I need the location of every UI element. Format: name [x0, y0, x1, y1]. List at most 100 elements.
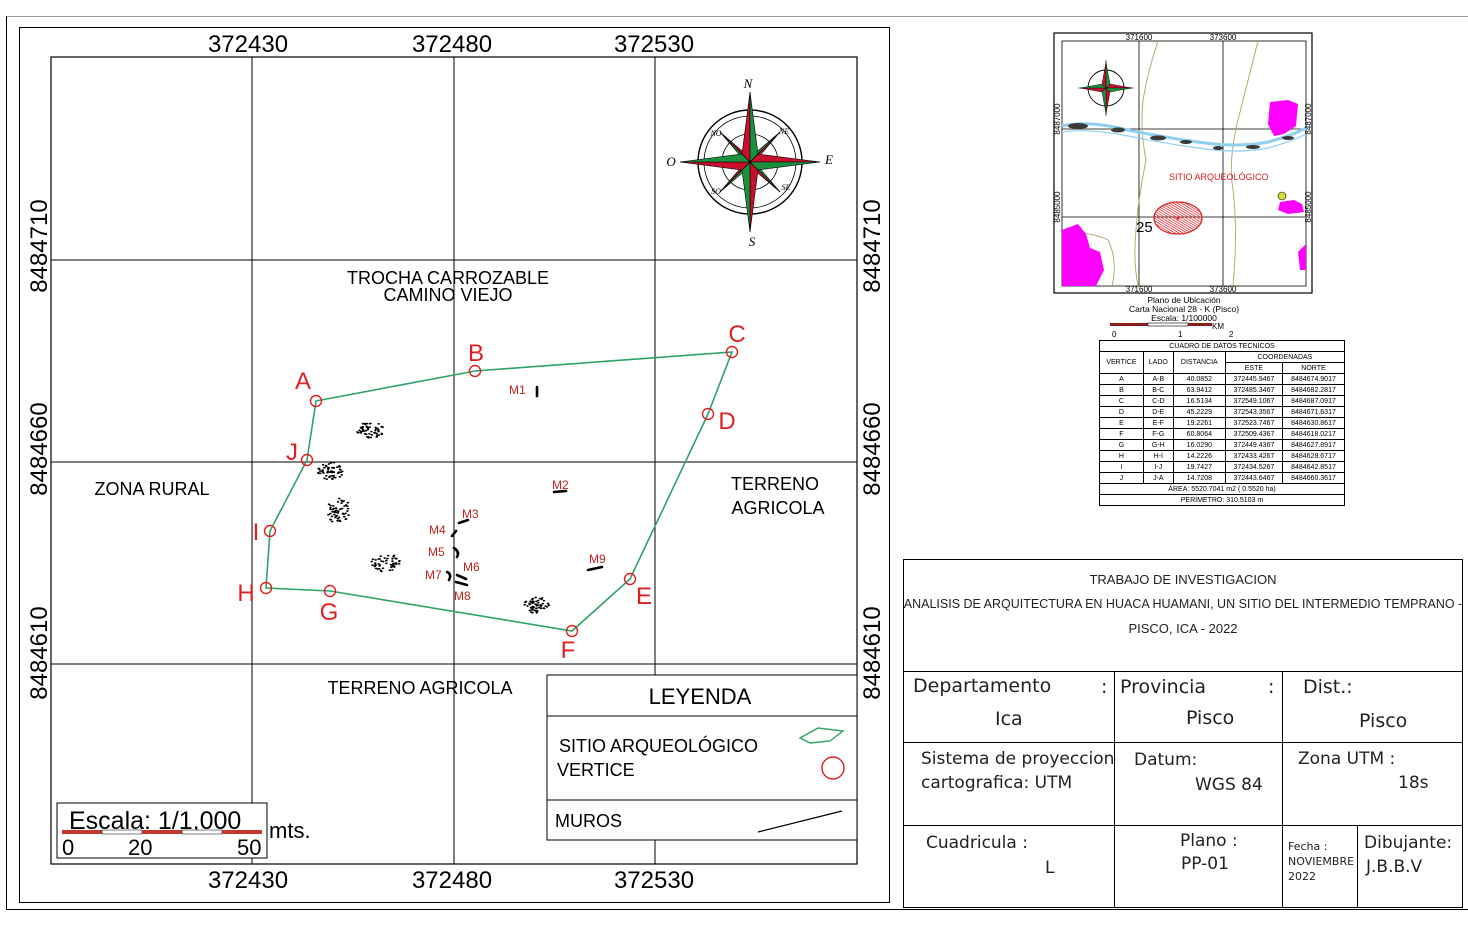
- th-norte: NORTE: [1282, 363, 1344, 374]
- tech-table-row: E E-F 19.2261 372523.7467 8484630.8617: [1100, 418, 1345, 429]
- compass-rose-icon: N S E O NE NO SE SO: [666, 76, 833, 249]
- tech-cell-lado: A-B: [1143, 374, 1173, 385]
- tech-cell-vertice: G: [1100, 440, 1144, 451]
- provincia-colon: :: [1268, 676, 1274, 698]
- tech-cell-distancia: 40.0852: [1173, 374, 1225, 385]
- tech-cell-lado: H-I: [1143, 451, 1173, 462]
- provincia-label: Provincia: [1120, 676, 1206, 698]
- dibujante-label: Dibujante:: [1364, 833, 1452, 853]
- tech-cell-lado: J-A: [1143, 473, 1173, 484]
- inset-y-label-right-1: 8487000: [1304, 103, 1313, 135]
- vertex-label-b: B: [468, 340, 484, 367]
- th-este: ESTE: [1225, 363, 1282, 374]
- fecha-year: 2022: [1288, 870, 1316, 883]
- zona-utm-label: Zona UTM :: [1298, 749, 1395, 769]
- grid-label-right-y1: 8484710: [859, 199, 886, 292]
- legend-title: LEYENDA: [649, 684, 752, 709]
- datum-label: Datum:: [1134, 750, 1197, 770]
- terreno-east-label-2: AGRICOLA: [731, 498, 824, 518]
- tech-cell-lado: E-F: [1143, 418, 1173, 429]
- vertex-label-a: A: [295, 368, 311, 395]
- vertex-label-j: J: [286, 439, 298, 466]
- tech-data-table: CUADRO DE DATOS TECNICOS VERTICE LADO DI…: [1099, 340, 1345, 506]
- stone-cluster: [370, 555, 401, 573]
- tech-cell-distancia: 45.2229: [1173, 407, 1225, 418]
- scale-tick-20: 20: [128, 835, 152, 860]
- grid-label-left-y1: 8484710: [26, 199, 53, 292]
- inset-y-label-left-2: 8485000: [1053, 191, 1062, 223]
- plano-label: Plano :: [1180, 831, 1238, 851]
- wall-label-m2: M2: [552, 478, 569, 492]
- wall-label-m8: M8: [454, 589, 471, 603]
- fecha-label: Fecha :: [1288, 840, 1327, 853]
- wall-label-m4: M4: [429, 523, 446, 537]
- tech-cell-distancia: 16.5134: [1173, 396, 1225, 407]
- compass-n: N: [743, 76, 754, 91]
- sistema-line-2: cartografica: UTM: [921, 773, 1072, 793]
- wall-m7: [447, 572, 450, 580]
- dibujante-value: J.B.B.V: [1366, 857, 1422, 877]
- stone-cluster: [523, 597, 550, 614]
- grid-label-top-x3: 372530: [614, 31, 694, 58]
- datum-value: WGS 84: [1195, 775, 1263, 795]
- inset-y-label-right-2: 8485000: [1304, 191, 1313, 223]
- departamento-label: Departamento: [913, 675, 1051, 697]
- grid-label-bottom-x2: 372480: [412, 867, 492, 894]
- provincia-value: Pisco: [1186, 707, 1234, 729]
- tech-cell-distancia: 60.8064: [1173, 429, 1225, 440]
- tech-cell-norte: 8484628.6717: [1282, 451, 1344, 462]
- th-coordenadas: COORDENADAS: [1225, 352, 1344, 363]
- vertex-label-c: C: [728, 321, 745, 348]
- tech-table-row: D D-E 45.2229 372543.3567 8484671.6317: [1100, 407, 1345, 418]
- road-label-line2: CAMINO VIEJO: [383, 285, 512, 305]
- tech-cell-lado: C-D: [1143, 396, 1173, 407]
- th-vertice: VERTICE: [1100, 352, 1144, 374]
- tech-cell-norte: 8484627.8917: [1282, 440, 1344, 451]
- vertex-label-h: H: [237, 580, 254, 607]
- tech-table-row: C C-D 16.5134 372549.1067 8484687.0917: [1100, 396, 1345, 407]
- inset-y-label-left-1: 8487000: [1053, 103, 1062, 135]
- tech-cell-norte: 8484687.0917: [1282, 396, 1344, 407]
- tech-cell-lado: B-C: [1143, 385, 1173, 396]
- grid-label-bottom-x3: 372530: [614, 867, 694, 894]
- tech-cell-este: 372443.6467: [1225, 473, 1282, 484]
- tech-cell-lado: F-G: [1143, 429, 1173, 440]
- tech-cell-norte: 8484630.8617: [1282, 418, 1344, 429]
- tech-cell-norte: 8484660.3617: [1282, 473, 1344, 484]
- inset-site-label: SITIO ARQUEOLÓGICO: [1169, 172, 1269, 182]
- title-line-3: PISCO, ICA - 2022: [903, 621, 1463, 636]
- th-lado: LADO: [1143, 352, 1173, 374]
- compass-w: O: [666, 154, 676, 169]
- tech-table-perimetro: PERIMETRO: 310.5103 m: [1100, 495, 1345, 506]
- grid-label-left-y2: 8484660: [26, 402, 53, 495]
- wall-m8: [456, 582, 467, 585]
- th-distancia: DISTANCIA: [1173, 352, 1225, 374]
- tech-cell-norte: 8484671.6317: [1282, 407, 1344, 418]
- tech-cell-distancia: 19.7427: [1173, 462, 1225, 473]
- tech-cell-vertice: I: [1100, 462, 1144, 473]
- scale-unit: mts.: [269, 818, 311, 843]
- tech-cell-vertice: C: [1100, 396, 1144, 407]
- scale-bar: Escala: 1/1,000 0 20 50 mts.: [57, 803, 311, 860]
- tech-cell-distancia: 14.7208: [1173, 473, 1225, 484]
- tech-table-title: CUADRO DE DATOS TECNICOS: [1100, 341, 1345, 352]
- tech-cell-norte: 8484642.8517: [1282, 462, 1344, 473]
- tech-cell-norte: 8484674.9017: [1282, 374, 1344, 385]
- inset-map: SITIO ARQUEOLÓGICO 25 371600 373600 3716…: [1048, 30, 1318, 330]
- tech-table-row: B B-C 63.9412 372485.3467 8484682.2817: [1100, 385, 1345, 396]
- distrito-label: Dist.:: [1303, 676, 1353, 698]
- wall-m4: [452, 531, 456, 536]
- wall-label-m6: M6: [463, 560, 480, 574]
- inset-x-label-bottom-1: 371600: [1126, 285, 1153, 294]
- grid-label-top-x1: 372430: [208, 31, 288, 58]
- tech-cell-este: 372434.5267: [1225, 462, 1282, 473]
- legend-site-label: SITIO ARQUEOLÓGICO: [559, 735, 758, 756]
- compass-nw: NO: [709, 129, 721, 138]
- wall-label-m9: M9: [589, 552, 606, 566]
- tech-table-row: I I-J 19.7427 372434.5267 8484642.8517: [1100, 462, 1345, 473]
- terreno-east-label-1: TERRENO: [731, 474, 819, 494]
- tech-cell-distancia: 19.2261: [1173, 418, 1225, 429]
- wall-m9: [588, 567, 602, 570]
- wall-label-m3: M3: [462, 507, 479, 521]
